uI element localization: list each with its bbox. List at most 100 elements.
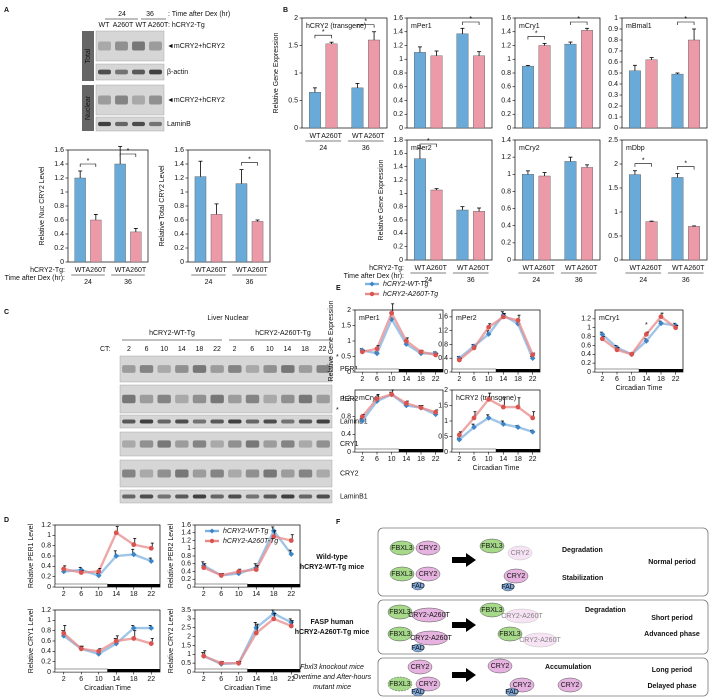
series-line (458, 416, 534, 441)
x-tick-label: 22 (529, 456, 537, 463)
blot-band (98, 69, 111, 75)
time-header: 24 (118, 11, 126, 18)
row-label: Fbxl3 knockout mice (300, 664, 364, 671)
marker (529, 355, 536, 362)
x-tick-label: 2 (62, 676, 66, 683)
y-tick-label: 0.2 (608, 103, 618, 110)
series-label: WT (309, 133, 321, 140)
light-dark-bar (639, 369, 683, 372)
blot-band (316, 394, 330, 404)
marker (131, 636, 137, 641)
marker (148, 625, 155, 631)
series-line (361, 393, 437, 418)
series-label: WT (672, 265, 684, 272)
bar (538, 175, 551, 261)
chart-title: hCRY2 (transgene) (306, 23, 366, 30)
category-label: 24 (205, 279, 213, 286)
y-tick-label: 3 (187, 616, 191, 623)
marker (61, 630, 67, 636)
panel-label: D (4, 517, 9, 524)
y-tick-label: 1.2 (438, 328, 448, 335)
y-tick-label: 1 (187, 651, 191, 658)
x-tick-label: 10 (95, 591, 103, 598)
node (413, 630, 449, 646)
bar (688, 226, 701, 261)
y-tick-label: 3.5 (181, 607, 191, 614)
light-dark-bar (451, 368, 497, 373)
bar (456, 33, 469, 129)
y-tick-label: 1.4 (54, 161, 64, 168)
node (479, 538, 505, 554)
blot-band (132, 69, 145, 75)
panel-label: E (336, 285, 341, 292)
series-label: WT (414, 265, 426, 272)
y-tick-label: 1.6 (393, 15, 403, 22)
y-tick-label: 2 (444, 387, 448, 394)
series-label: WT (236, 267, 248, 274)
marker (201, 565, 207, 571)
series-label: WT (195, 267, 207, 274)
blot-band (263, 394, 277, 404)
legend-label: hCRY2-A260T-Tg (383, 291, 438, 298)
bar (430, 55, 443, 129)
y-tick-label: 2.5 (181, 625, 191, 632)
bar (251, 221, 264, 263)
x-tick-label: 22 (672, 376, 680, 383)
y-tick-label: 1.5 (438, 402, 448, 409)
x-tick-label: 6 (219, 676, 223, 683)
y-tick-label: 0.4 (393, 97, 403, 104)
x-axis-label: Circadian Time (84, 685, 131, 692)
x-tick-label: 14 (499, 456, 507, 463)
y-tick-label: 0.4 (41, 563, 51, 570)
light-dark-bar (247, 584, 300, 587)
sig-bracket (462, 21, 480, 25)
node-label: FBXL3 (389, 631, 411, 638)
blot-band (245, 469, 260, 478)
y-tick-label: 1 (587, 325, 591, 332)
y-tick-label: 0.8 (608, 37, 618, 44)
sig-label: * (364, 19, 367, 26)
y-tick-label: 0 (507, 125, 511, 132)
y-tick-label: 1.8 (393, 137, 403, 144)
x-tick-label: 18 (270, 591, 278, 598)
blot-band (298, 494, 313, 499)
blot-band (98, 95, 111, 105)
y-tick-label: 1 (507, 56, 511, 63)
light-dark-bar (107, 584, 160, 587)
y-tick-label: 1 (47, 532, 51, 539)
y-tick-label: 1.5 (341, 322, 351, 329)
blot-band (139, 365, 154, 373)
blot-band (192, 440, 207, 448)
x-axis-label: Circadian Time (616, 385, 663, 392)
bar (308, 92, 321, 129)
section-tab (82, 85, 94, 131)
bar (521, 174, 534, 261)
lane-label: WT (136, 22, 148, 29)
row-label: hCRY2-WT-Tg mice (300, 564, 364, 571)
lane-label: 14 (178, 346, 186, 353)
y-tick-label: 0.6 (501, 84, 511, 91)
phenotype: Advanced phase (644, 631, 700, 638)
sig-label: * (535, 30, 538, 37)
marker (148, 641, 154, 646)
marker (374, 396, 380, 402)
sig-bracket (314, 34, 332, 39)
node-label: FBXL3 (389, 681, 411, 688)
marker (599, 336, 605, 342)
row-box (377, 599, 709, 655)
y-tick-label: 0.8 (501, 188, 511, 195)
sig-bracket (357, 24, 375, 28)
y-tick-label: 0.6 (393, 217, 403, 224)
x-tick-label: 10 (235, 676, 243, 683)
group-label: hCRY2-A260T-Tg (255, 330, 311, 337)
y-tick-label: 0.4 (581, 351, 591, 358)
category-label: 36 (682, 277, 690, 284)
y-tick-label: 2 (347, 307, 351, 314)
blot-strip (119, 489, 333, 504)
marker (515, 320, 521, 327)
y-tick-label: 1.6 (174, 147, 184, 154)
blot-band (210, 494, 224, 499)
marker (471, 424, 477, 430)
y-tick-label: 1 (399, 190, 403, 197)
series-label: A260T (126, 267, 147, 274)
